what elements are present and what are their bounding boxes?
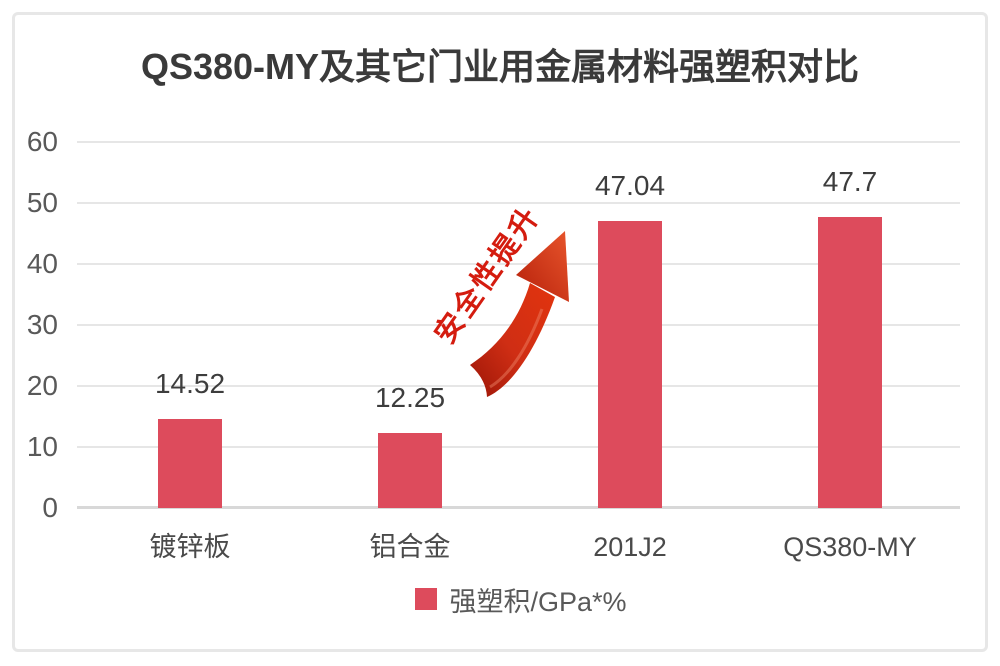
y-tick-label-0: 0 (42, 492, 58, 523)
chart-title: QS380-MY及其它门业用金属材料强塑积对比 (140, 46, 860, 87)
value-label-QS380-MY: 47.7 (822, 166, 878, 198)
y-tick-label-40: 40 (26, 248, 58, 279)
gridline-40 (77, 263, 960, 265)
y-tick-label-30: 30 (26, 309, 58, 340)
gridline-20 (77, 385, 960, 387)
gridline-0 (77, 506, 960, 509)
legend: 强塑积/GPa*% (42, 584, 1000, 617)
gridline-60 (77, 141, 960, 143)
legend-swatch-icon (415, 588, 438, 610)
bar-镀锌板 (158, 419, 222, 508)
y-axis: 0 10 20 30 40 50 60 (0, 127, 58, 523)
bar-QS380-MY (818, 217, 882, 508)
gridline-50 (77, 202, 960, 204)
y-tick-label-50: 50 (26, 187, 58, 218)
x-tick-label-铝合金: 铝合金 (369, 532, 451, 562)
legend-label: 强塑积/GPa*% (449, 586, 627, 617)
y-tick-label-20: 20 (26, 370, 58, 401)
x-tick-label-镀锌板: 镀锌板 (149, 532, 231, 562)
x-axis: 镀锌板 铝合金 201J2 QS380-MY (80, 530, 960, 564)
value-label-镀锌板: 14.52 (154, 368, 226, 400)
value-label-铝合金: 12.25 (374, 382, 446, 414)
x-tick-label-201J2: 201J2 (593, 532, 667, 562)
y-tick-label-10: 10 (26, 431, 58, 462)
upward-arrow-icon (470, 231, 569, 397)
y-tick-label-60: 60 (26, 126, 58, 157)
gridline-10 (77, 446, 960, 448)
x-tick-label-QS380-MY: QS380-MY (783, 532, 917, 562)
value-label-201J2: 47.04 (594, 170, 666, 202)
bar-铝合金 (378, 433, 442, 508)
bar-201J2 (598, 221, 662, 508)
